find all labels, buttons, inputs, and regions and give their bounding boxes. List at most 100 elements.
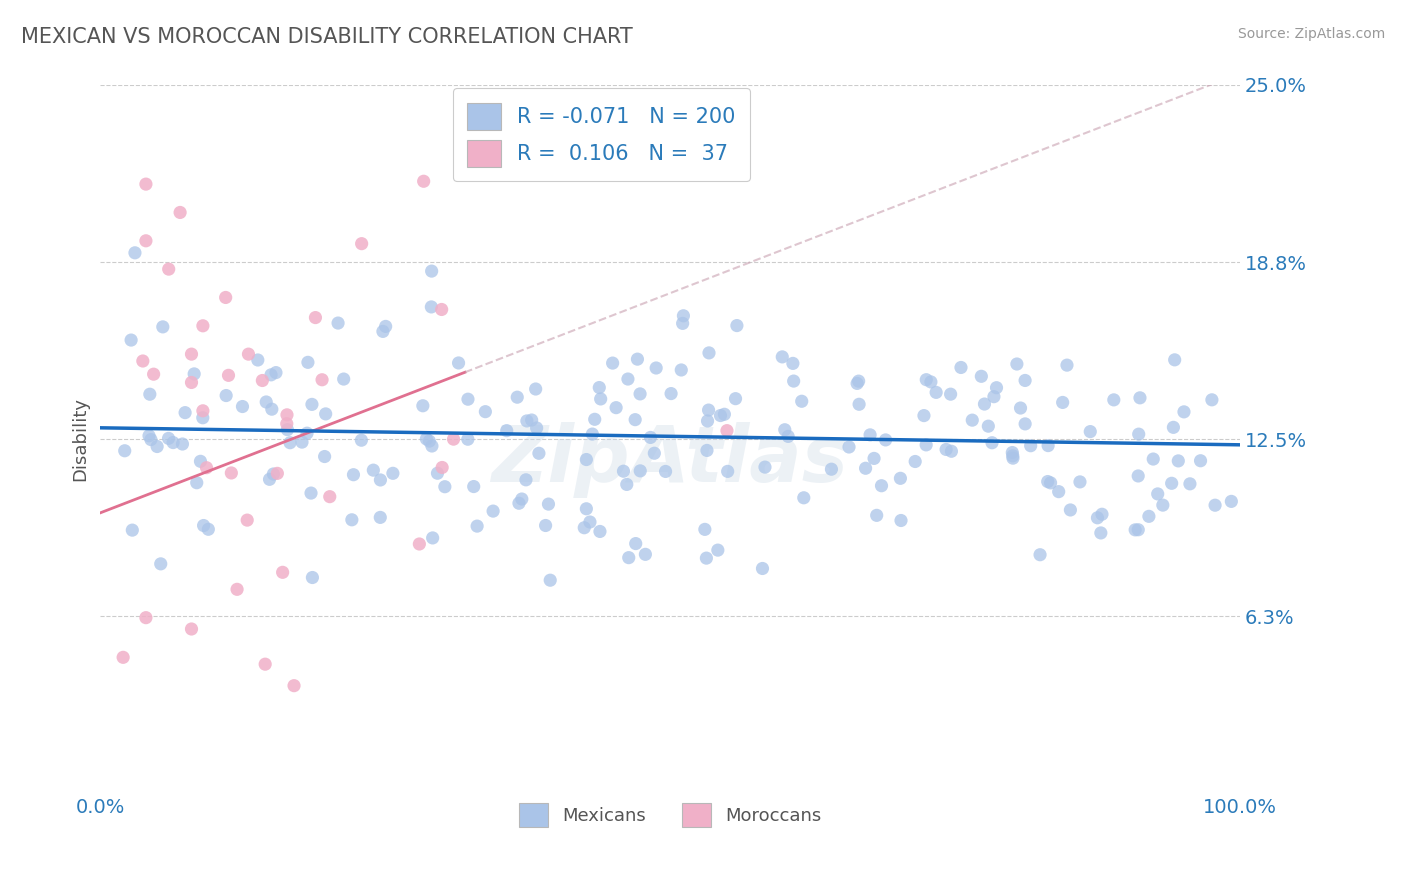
- Point: [1204, 498, 1226, 512]
- Point: [889, 471, 911, 485]
- Point: [697, 403, 720, 417]
- Point: [215, 388, 238, 402]
- Point: [447, 356, 470, 370]
- Point: [575, 452, 598, 467]
- Point: [588, 380, 610, 394]
- Point: [1036, 475, 1059, 489]
- Point: [1160, 476, 1182, 491]
- Point: [589, 524, 612, 539]
- Point: [254, 657, 277, 672]
- Point: [291, 435, 314, 450]
- Point: [132, 354, 155, 368]
- Point: [935, 442, 957, 457]
- Point: [463, 479, 485, 493]
- Point: [283, 679, 305, 693]
- Point: [1201, 392, 1223, 407]
- Point: [186, 475, 208, 490]
- Text: MEXICAN VS MOROCCAN DISABILITY CORRELATION CHART: MEXICAN VS MOROCCAN DISABILITY CORRELATI…: [21, 27, 633, 46]
- Point: [866, 508, 889, 523]
- Point: [634, 547, 657, 561]
- Point: [121, 523, 143, 537]
- Point: [1090, 525, 1112, 540]
- Point: [782, 374, 804, 388]
- Point: [1220, 494, 1243, 508]
- Point: [350, 434, 373, 448]
- Point: [254, 395, 277, 409]
- Point: [612, 464, 634, 478]
- Point: [138, 429, 160, 443]
- Point: [276, 423, 298, 437]
- Point: [624, 412, 647, 426]
- Point: [1039, 475, 1062, 490]
- Point: [266, 467, 288, 481]
- Point: [1001, 449, 1024, 463]
- Point: [697, 346, 720, 360]
- Point: [724, 392, 747, 406]
- Point: [589, 392, 612, 406]
- Point: [193, 518, 215, 533]
- Point: [264, 366, 287, 380]
- Point: [696, 414, 718, 428]
- Point: [236, 513, 259, 527]
- Point: [581, 427, 603, 442]
- Point: [624, 536, 647, 550]
- Point: [1001, 445, 1024, 459]
- Point: [1029, 548, 1052, 562]
- Point: [426, 467, 449, 481]
- Point: [319, 490, 342, 504]
- Point: [465, 519, 488, 533]
- Text: ZipAtlas: ZipAtlas: [492, 423, 848, 499]
- Point: [1001, 451, 1024, 466]
- Point: [1152, 498, 1174, 512]
- Point: [495, 424, 517, 438]
- Point: [381, 467, 404, 481]
- Point: [1142, 452, 1164, 467]
- Point: [915, 373, 938, 387]
- Point: [226, 582, 249, 597]
- Point: [1091, 508, 1114, 522]
- Point: [1128, 523, 1150, 537]
- Point: [575, 501, 598, 516]
- Point: [516, 414, 538, 428]
- Point: [617, 372, 640, 386]
- Point: [340, 513, 363, 527]
- Point: [751, 561, 773, 575]
- Point: [628, 387, 651, 401]
- Point: [616, 477, 638, 491]
- Point: [120, 333, 142, 347]
- Point: [1163, 352, 1185, 367]
- Point: [671, 363, 693, 377]
- Point: [218, 368, 240, 383]
- Point: [408, 537, 430, 551]
- Point: [276, 408, 298, 422]
- Point: [457, 432, 479, 446]
- Point: [260, 402, 283, 417]
- Point: [1129, 391, 1152, 405]
- Point: [717, 464, 740, 478]
- Point: [332, 372, 354, 386]
- Point: [820, 462, 842, 476]
- Point: [778, 429, 800, 443]
- Point: [537, 497, 560, 511]
- Point: [262, 467, 284, 481]
- Point: [169, 205, 191, 219]
- Point: [215, 290, 238, 304]
- Point: [602, 356, 624, 370]
- Point: [848, 397, 870, 411]
- Point: [1014, 417, 1036, 431]
- Legend: Mexicans, Moroccans: Mexicans, Moroccans: [512, 797, 828, 834]
- Point: [981, 435, 1004, 450]
- Point: [271, 566, 294, 580]
- Point: [855, 461, 877, 475]
- Point: [838, 440, 860, 454]
- Point: [371, 325, 394, 339]
- Point: [139, 387, 162, 401]
- Point: [770, 350, 793, 364]
- Point: [259, 472, 281, 486]
- Point: [430, 302, 453, 317]
- Point: [790, 394, 813, 409]
- Point: [174, 406, 197, 420]
- Point: [260, 368, 283, 382]
- Point: [870, 479, 893, 493]
- Point: [707, 543, 730, 558]
